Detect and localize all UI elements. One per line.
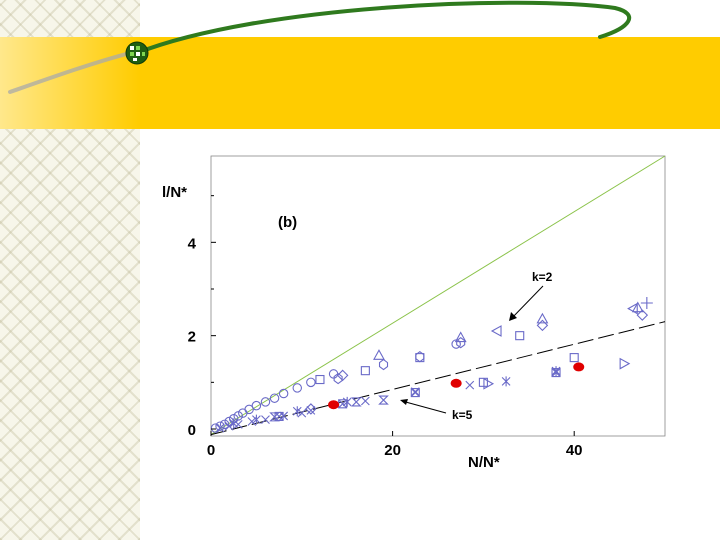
y-tick-label: 2 xyxy=(188,329,196,346)
data-point-circle xyxy=(269,393,280,403)
data-point-hourglass xyxy=(350,397,362,407)
data-point-circle xyxy=(219,419,230,430)
data-point-highlight xyxy=(328,400,340,410)
data-point-circle xyxy=(233,411,243,421)
data-point-circle xyxy=(306,377,316,388)
data-point-asterisk xyxy=(292,406,302,417)
data-point-triangle-up xyxy=(373,349,385,360)
y-axis-label: l/N* xyxy=(162,184,187,201)
data-point-square-x xyxy=(274,411,284,421)
title-band-fade xyxy=(0,37,140,129)
data-point-square-x xyxy=(551,367,561,378)
data-point-triangle-right xyxy=(619,357,631,370)
panel-label: (b) xyxy=(278,214,297,231)
swoosh-ring xyxy=(135,0,631,55)
swoosh-tail xyxy=(8,51,132,94)
data-point-asterisk xyxy=(501,376,511,387)
reference-line-slope xyxy=(210,155,666,436)
data-point-cross xyxy=(261,415,270,425)
data-point-cross xyxy=(224,421,234,431)
data-point-circle xyxy=(244,404,254,415)
data-point-diamond xyxy=(536,319,549,332)
data-point-square xyxy=(515,331,525,341)
chart-ticks: 0 20 40 0 2 4 xyxy=(188,195,583,459)
annotation-k5: k=5 xyxy=(452,408,473,422)
y-tick-label: 4 xyxy=(188,235,197,252)
annotation-arrow-k2 xyxy=(509,285,544,321)
data-point-triangle-left xyxy=(490,325,502,337)
data-point-hexagon xyxy=(456,336,466,349)
data-point-asterisk xyxy=(229,418,239,429)
data-point-circle xyxy=(215,421,225,431)
chart-marks xyxy=(210,297,653,433)
data-point-square xyxy=(360,366,370,376)
data-point-circle xyxy=(260,397,271,407)
annotation-k2: k=2 xyxy=(532,270,553,284)
x-tick-label: 20 xyxy=(384,442,401,459)
data-point-hourglass xyxy=(378,395,389,405)
x-axis-label: N/N* xyxy=(468,454,500,471)
data-point-hexagon xyxy=(415,350,425,363)
data-point-highlight xyxy=(573,362,585,372)
annotation-arrow-k5 xyxy=(400,399,447,414)
y-tick-label: 0 xyxy=(188,422,196,439)
data-point-plus xyxy=(640,297,653,309)
data-point-triangle-up xyxy=(454,331,467,343)
data-point-cross xyxy=(215,423,225,433)
data-point-cross xyxy=(306,405,316,415)
data-point-diamond xyxy=(636,309,649,321)
data-point-hexagon xyxy=(378,358,389,371)
data-point-triangle-right xyxy=(483,377,495,390)
data-point-cross xyxy=(247,417,257,426)
chart-lines xyxy=(210,155,666,436)
data-point-cross xyxy=(297,408,307,418)
data-point-hexagon xyxy=(333,372,343,385)
data-point-triangle-left xyxy=(627,302,638,315)
data-point-highlight xyxy=(450,378,462,388)
data-point-cross xyxy=(465,380,475,390)
x-tick-label: 0 xyxy=(207,442,215,459)
globe-bullet-icon xyxy=(125,41,149,65)
data-point-square-x xyxy=(410,388,420,398)
x-tick-label: 40 xyxy=(566,442,583,459)
data-point-circle xyxy=(278,388,289,399)
data-point-triangle-up xyxy=(536,312,549,324)
data-point-square xyxy=(569,353,579,363)
data-point-cross xyxy=(360,396,370,406)
data-point-circle xyxy=(251,400,262,411)
data-point-circle xyxy=(292,383,303,393)
data-point-asterisk xyxy=(252,414,261,425)
data-point-square xyxy=(315,374,325,385)
fit-line-dashed xyxy=(210,321,666,436)
